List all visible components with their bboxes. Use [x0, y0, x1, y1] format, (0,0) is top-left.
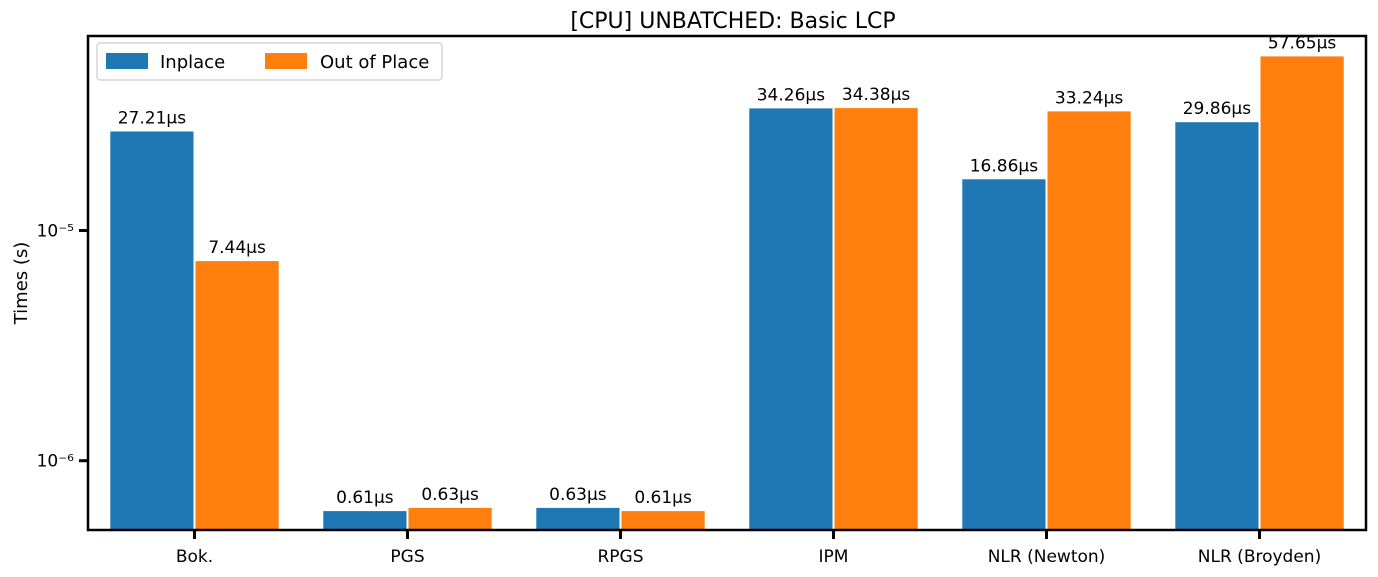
bar-out-of-place-pgs — [406, 505, 494, 531]
bar-value-label: 7.44μs — [208, 238, 266, 258]
bar-out-of-place-bok — [193, 259, 281, 531]
bar-inplace-bok — [108, 129, 196, 531]
legend: Inplace Out of Place — [96, 42, 443, 81]
bar-labels-layer: 27.21μs 7.44μs 0.61μs 0.63μs 0.63μs 0.61μs 34.… — [118, 33, 1337, 508]
bar-value-label: 0.63μs — [549, 485, 607, 505]
bar-value-label: 16.86μs — [970, 156, 1038, 176]
bar-value-label: 34.26μs — [757, 85, 825, 105]
bar-inplace-pgs — [321, 509, 409, 532]
legend-label-inplace: Inplace — [160, 52, 225, 73]
x-tick-label: NLR (Newton) — [988, 547, 1106, 567]
x-tick-label: RPGS — [597, 547, 643, 567]
bar-value-label: 29.86μs — [1183, 99, 1251, 119]
bar-inplace-nlr-newton — [960, 177, 1048, 532]
x-tick-label: PGS — [390, 547, 424, 567]
y-ticks-layer: 10⁻⁵ 10⁻⁶ — [37, 222, 88, 472]
bar-inplace-rpgs — [534, 505, 622, 531]
bar-value-label: 0.61μs — [634, 488, 692, 508]
bar-value-label: 0.63μs — [421, 485, 479, 505]
bar-value-label: 57.65μs — [1268, 33, 1336, 53]
legend-swatch-out-of-place — [265, 53, 307, 69]
y-axis-label: Times (s) — [11, 242, 32, 326]
legend-label-out-of-place: Out of Place — [320, 52, 429, 73]
bars-layer — [108, 54, 1346, 532]
bar-out-of-place-rpgs — [619, 509, 707, 532]
chart-title: [CPU] UNBATCHED: Basic LCP — [570, 9, 895, 34]
legend-swatch-inplace — [106, 53, 148, 69]
bar-value-label: 27.21μs — [118, 109, 186, 129]
bar-out-of-place-ipm — [832, 106, 920, 531]
x-tick-label: IPM — [819, 547, 849, 567]
x-ticks-layer: Bok. PGS RPGS IPM NLR (Newton) NLR (Broyden) — [176, 530, 1321, 567]
bar-inplace-nlr-broyden — [1173, 120, 1261, 531]
bar-value-label: 0.61μs — [336, 488, 394, 508]
bar-out-of-place-nlr-broyden — [1258, 54, 1346, 532]
x-tick-label: NLR (Broyden) — [1198, 547, 1321, 567]
bar-value-label: 33.24μs — [1055, 88, 1123, 108]
bar-value-label: 34.38μs — [842, 85, 910, 105]
bar-out-of-place-nlr-newton — [1045, 109, 1133, 532]
y-tick-label: 10⁻⁵ — [37, 222, 74, 242]
bar-inplace-ipm — [747, 106, 835, 532]
x-tick-label: Bok. — [176, 547, 213, 567]
y-tick-label: 10⁻⁶ — [37, 452, 75, 472]
plot-frame — [86, 34, 1368, 532]
